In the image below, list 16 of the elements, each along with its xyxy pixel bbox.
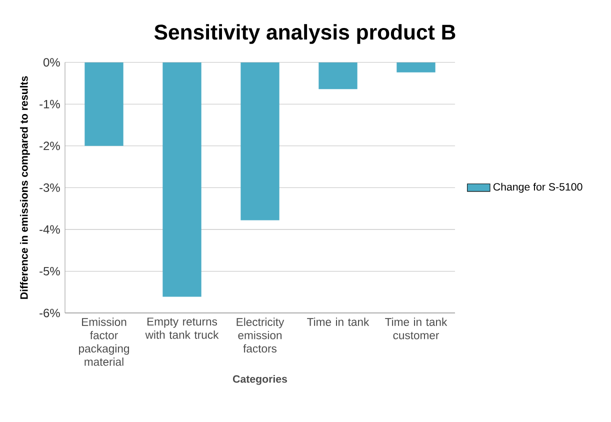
- x-axis-title: Categories: [232, 374, 288, 385]
- x-tick-label: Emission factor packaging material: [78, 318, 130, 366]
- y-tick-label: -6%: [40, 308, 60, 318]
- y-tick-label: -2%: [40, 142, 60, 150]
- y-tick-label: -5%: [40, 267, 60, 276]
- x-tick-label: Time in tank customer: [385, 318, 448, 340]
- y-tick-label: -1%: [40, 100, 60, 108]
- x-tick-label: Electricity emission factors: [236, 318, 284, 353]
- y-tick-label: -4%: [40, 225, 60, 234]
- legend-label: Change for S-5100: [493, 182, 582, 193]
- y-tick-label: -3%: [40, 183, 60, 192]
- chart-title: Sensitivity analysis product B: [154, 24, 456, 44]
- x-tick-label: Time in tank: [307, 318, 370, 326]
- x-tick-label: Empty returns with tank truck: [145, 318, 219, 339]
- y-tick-label: 0%: [43, 58, 60, 67]
- y-axis-title: Difference in emissions compared to results: [20, 76, 30, 299]
